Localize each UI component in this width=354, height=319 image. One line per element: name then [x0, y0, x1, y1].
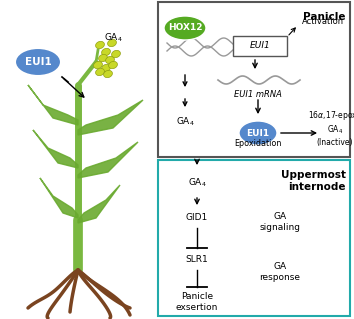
Polygon shape — [33, 130, 78, 168]
Ellipse shape — [164, 16, 206, 40]
Text: Activation: Activation — [302, 18, 344, 26]
Bar — [158, 2, 350, 157]
Ellipse shape — [102, 48, 110, 56]
Polygon shape — [40, 178, 78, 218]
Ellipse shape — [108, 39, 116, 47]
Text: Epoxidation: Epoxidation — [234, 139, 282, 149]
Text: EUI1 mRNA: EUI1 mRNA — [234, 90, 282, 99]
Bar — [158, 160, 350, 316]
Text: GA$_4$: GA$_4$ — [188, 177, 206, 189]
Ellipse shape — [112, 50, 120, 58]
Ellipse shape — [109, 61, 118, 69]
Text: EUI1: EUI1 — [246, 129, 269, 137]
Ellipse shape — [93, 61, 102, 69]
Polygon shape — [78, 142, 138, 178]
Text: HOX12: HOX12 — [168, 24, 202, 33]
Polygon shape — [78, 185, 120, 223]
Text: GA
signaling: GA signaling — [259, 212, 301, 232]
Text: Uppermost
internode: Uppermost internode — [281, 170, 346, 192]
Text: SLR1: SLR1 — [185, 256, 209, 264]
Polygon shape — [28, 85, 78, 125]
Text: GA$_4$: GA$_4$ — [104, 32, 122, 44]
Polygon shape — [78, 100, 143, 135]
Ellipse shape — [104, 70, 112, 78]
FancyBboxPatch shape — [233, 36, 287, 56]
Ellipse shape — [239, 121, 277, 145]
Text: EUI1: EUI1 — [250, 41, 270, 50]
Text: EUI1: EUI1 — [25, 57, 51, 67]
Text: Panicle
exsertion: Panicle exsertion — [176, 292, 218, 312]
Ellipse shape — [15, 48, 61, 76]
Text: Panicle: Panicle — [303, 12, 346, 22]
Text: GA$_4$: GA$_4$ — [176, 116, 194, 128]
Text: GA
response: GA response — [259, 262, 301, 282]
Ellipse shape — [96, 41, 104, 48]
Ellipse shape — [105, 56, 114, 63]
Ellipse shape — [99, 54, 107, 62]
Text: 16$\alpha$,17-epoxy
GA$_4$
(Inactive): 16$\alpha$,17-epoxy GA$_4$ (Inactive) — [308, 109, 354, 147]
Ellipse shape — [102, 64, 110, 72]
Ellipse shape — [96, 68, 104, 76]
Text: GID1: GID1 — [186, 213, 208, 222]
